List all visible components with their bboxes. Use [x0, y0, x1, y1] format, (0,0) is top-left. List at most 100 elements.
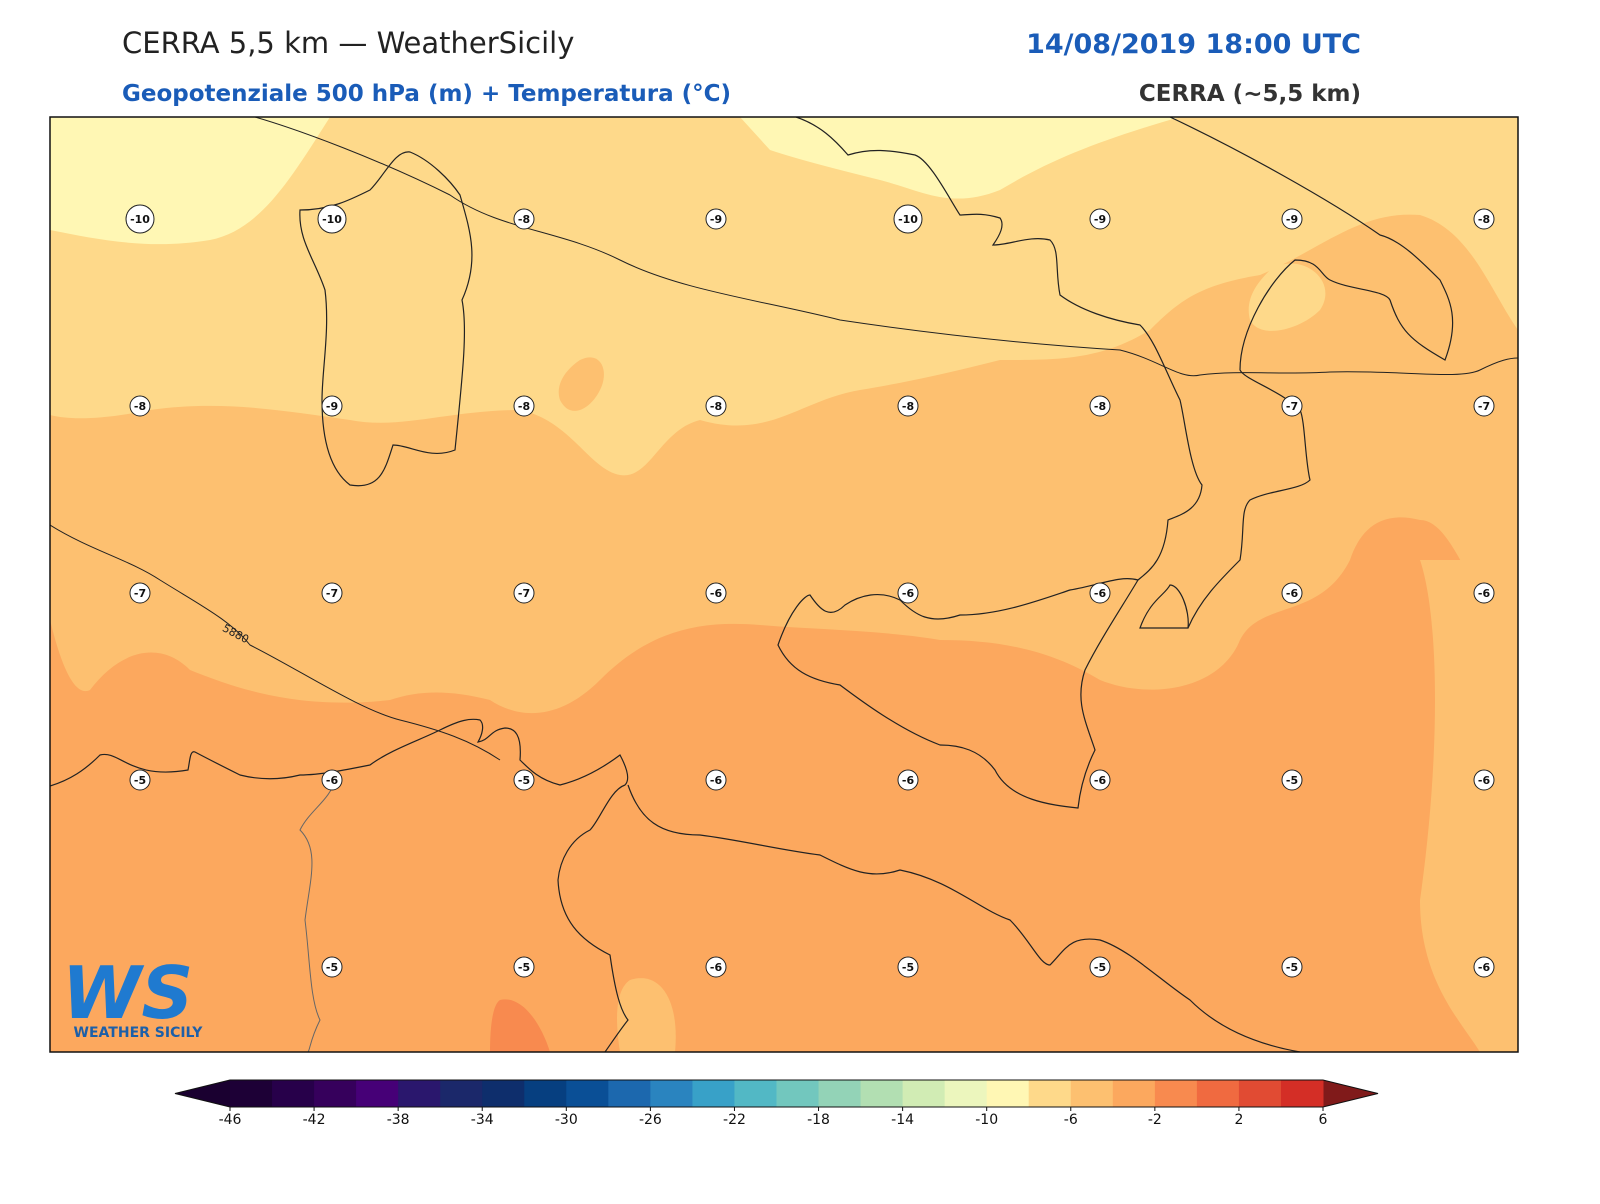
colorbar-bin — [272, 1080, 315, 1107]
label-bubble — [1473, 582, 1495, 604]
label-bubble — [705, 956, 727, 978]
temperature-label: -7 — [134, 587, 146, 600]
label-bubble — [1473, 395, 1495, 417]
map-area: 5880 -10 -10 -8 -9 -10 -9 -9 -8-8 -9 -8 -8 -8 -8 -7 -7… — [50, 117, 1518, 1052]
coastline — [627, 784, 1301, 1052]
temperature-label: -8 — [902, 400, 914, 413]
logo-letters: WS — [62, 951, 193, 1035]
colorbar-tick-label: -38 — [387, 1112, 410, 1128]
colorbar-bin — [1196, 1080, 1240, 1107]
temperature-label: -6 — [1094, 774, 1107, 787]
contour-line — [254, 117, 1518, 377]
temperature-label: -6 — [1478, 587, 1491, 600]
temperature-label: -10 — [898, 213, 918, 226]
field-patch — [1248, 263, 1326, 331]
label-bubble — [129, 769, 151, 791]
label-bubble — [321, 956, 343, 978]
colorbar-bin — [398, 1080, 441, 1107]
colorbar-tick-label: -2 — [1148, 1112, 1162, 1128]
colorbar-bin — [1028, 1080, 1072, 1107]
colorbar-tick-label: 2 — [1234, 1112, 1243, 1128]
colorbar-tick-label: 6 — [1319, 1112, 1328, 1128]
field-cold-west — [50, 117, 330, 245]
colorbar-bin — [524, 1080, 567, 1107]
label-bubble — [129, 582, 151, 604]
temperature-label: -8 — [710, 400, 722, 413]
temperature-label: -8 — [1094, 400, 1106, 413]
colorbar: -46 -42 -38 -34 -30 -26 -22 -18 -14 -10 -6 -2 2 6 — [174, 1079, 1379, 1128]
label-bubble — [1281, 208, 1303, 230]
temperature-label: -5 — [1094, 961, 1106, 974]
label-bubble — [1089, 956, 1111, 978]
colorbar-bin — [608, 1080, 651, 1107]
temperature-label: -5 — [134, 774, 146, 787]
temperature-label: -6 — [902, 587, 915, 600]
label-bubble — [897, 769, 919, 791]
temperature-label: -5 — [518, 961, 530, 974]
label-bubble — [317, 204, 347, 234]
label-bubble — [897, 582, 919, 604]
temperature-labels: -10 -10 -8 -9 -10 -9 -9 -8 -8 -9 -8 -8 -8 -8 -7 -7 -7 -7 -… — [125, 204, 1495, 978]
temperature-label: -6 — [1286, 587, 1299, 600]
temperature-label: -7 — [1478, 400, 1490, 413]
label-bubble — [1473, 769, 1495, 791]
colorbar-bin — [1112, 1080, 1156, 1107]
logo: WS WEATHER SICILY — [62, 951, 203, 1041]
label-bubble — [1281, 395, 1303, 417]
colorbar-bin — [440, 1080, 483, 1107]
border — [299, 779, 336, 1052]
field-cool — [50, 117, 1518, 476]
colorbar-bin — [944, 1080, 988, 1107]
colorbar-bin — [1070, 1080, 1114, 1107]
label-bubble — [321, 769, 343, 791]
coastline — [299, 151, 473, 487]
label-bubble — [1089, 395, 1111, 417]
label-bubble — [897, 395, 919, 417]
colorbar-bin — [230, 1080, 273, 1107]
colorbar-tick-label: -30 — [555, 1112, 578, 1128]
temperature-label: -6 — [1478, 774, 1491, 787]
field-patch — [1420, 560, 1518, 1052]
colorbar-tick-label: -42 — [303, 1112, 326, 1128]
colorbar-tick-label: -14 — [891, 1112, 914, 1128]
temperature-label: -6 — [710, 587, 723, 600]
label-bubble — [1473, 956, 1495, 978]
label-bubble — [893, 204, 923, 234]
temperature-label: -5 — [1286, 961, 1298, 974]
colorbar-bin — [1280, 1080, 1324, 1107]
temperature-label: -9 — [710, 213, 722, 226]
logo-name: WEATHER SICILY — [74, 1025, 204, 1041]
colorbar-tick-label: -10 — [975, 1112, 998, 1128]
coastline — [795, 117, 1203, 581]
subtitle: Geopotenziale 500 hPa (m) + Temperatura … — [122, 81, 731, 107]
coastline — [50, 718, 629, 1052]
label-bubble — [1089, 208, 1111, 230]
temperature-label: -6 — [326, 774, 339, 787]
label-bubble — [705, 769, 727, 791]
temperature-label: -5 — [518, 774, 530, 787]
label-bubble — [705, 582, 727, 604]
colorbar-bin — [986, 1080, 1030, 1107]
temperature-label: -7 — [1286, 400, 1298, 413]
colorbar-tick-label: -18 — [807, 1112, 830, 1128]
temperature-label: -5 — [326, 961, 338, 974]
field-patch — [558, 357, 604, 411]
label-bubble — [705, 395, 727, 417]
colorbar-bin — [314, 1080, 357, 1107]
colorbar-bin — [860, 1080, 904, 1107]
coastline — [777, 578, 1139, 809]
colorbar-bin — [734, 1080, 777, 1107]
label-bubble — [513, 395, 535, 417]
label-bubble — [513, 582, 535, 604]
map-frame — [49, 116, 1519, 1053]
colorbar-bin — [1154, 1080, 1198, 1107]
label-bubble — [513, 956, 535, 978]
colorbar-tick-label: -34 — [471, 1112, 494, 1128]
field-cold-north — [740, 117, 1180, 199]
temperature-label: -6 — [902, 774, 915, 787]
temperature-label: -9 — [1094, 213, 1106, 226]
label-bubble — [1281, 956, 1303, 978]
label-bubble — [1281, 769, 1303, 791]
coastline — [1139, 117, 1454, 629]
